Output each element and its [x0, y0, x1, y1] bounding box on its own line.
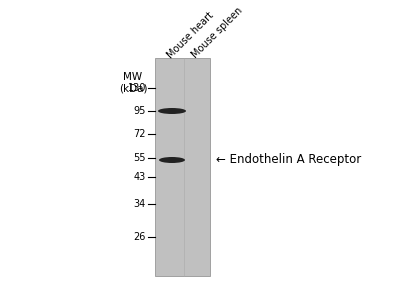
Ellipse shape: [158, 108, 186, 114]
Text: 26: 26: [134, 232, 146, 242]
Text: Mouse heart: Mouse heart: [165, 10, 215, 60]
Ellipse shape: [159, 157, 185, 163]
Text: ← Endothelin A Receptor: ← Endothelin A Receptor: [216, 153, 361, 167]
Text: 72: 72: [134, 129, 146, 139]
Text: 43: 43: [134, 172, 146, 182]
Text: 55: 55: [134, 153, 146, 163]
Bar: [155, 58, 210, 276]
Text: 34: 34: [134, 199, 146, 209]
Text: 95: 95: [134, 106, 146, 116]
Text: 130: 130: [128, 83, 146, 93]
Text: MW
(kDa): MW (kDa): [119, 72, 147, 94]
Text: Mouse spleen: Mouse spleen: [190, 5, 244, 60]
